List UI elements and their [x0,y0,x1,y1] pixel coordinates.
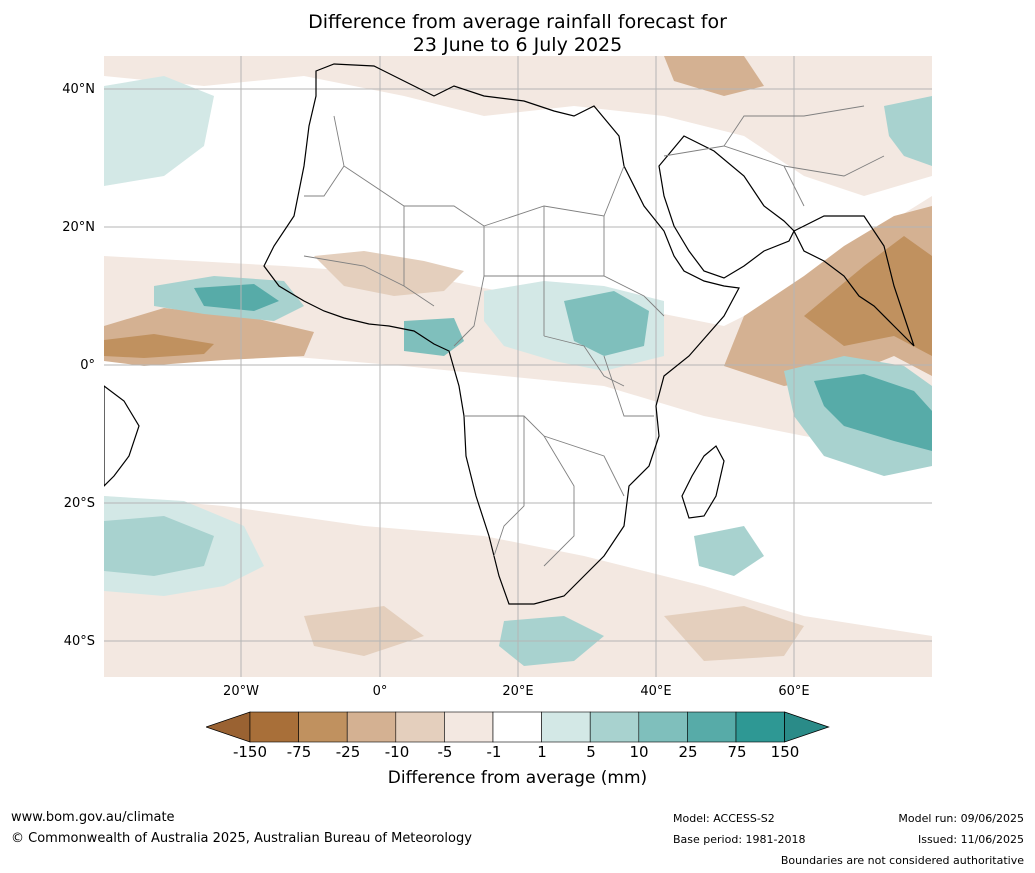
lat-label-40n: 40°N [62,82,95,97]
colorbar-tick-label: -75 [286,743,312,761]
footer-issued: Issued: 11/06/2025 [917,833,1024,846]
colorbar-tick-label: -10 [384,743,410,761]
colorbar-tick-label: 25 [678,743,698,761]
colorbar-segment [444,711,494,743]
colorbar-segment [298,711,348,743]
lon-label-20w: 20°W [223,684,259,699]
colorbar-tick-label: -5 [437,743,453,761]
colorbar-over-triangle [784,711,830,743]
lat-label-40s: 40°S [63,634,95,649]
lat-label-20s: 20°S [63,496,95,511]
country-borders [303,105,885,567]
colorbar-tick-label: -1 [486,743,502,761]
colorbar [206,711,830,743]
colorbar-segment [249,711,299,743]
lat-label-20n: 20°N [62,220,95,235]
colorbar-tick-label: -150 [232,743,268,761]
map-canvas [104,56,932,677]
lon-label-20e: 20°E [502,684,534,699]
map-title-line1: Difference from average rainfall forecas… [308,11,727,33]
footer-disclaimer: Boundaries are not considered authoritat… [780,854,1024,867]
wet-anomaly-fields [104,76,932,666]
footer-website: www.bom.gov.au/climate [11,810,175,825]
colorbar-tick-label: -25 [335,743,361,761]
colorbar-tick-label: 10 [629,743,649,761]
graticule [104,56,932,677]
lon-label-0: 0° [372,684,388,699]
colorbar-segment [735,711,785,743]
colorbar-segment [395,711,445,743]
lon-label-40e: 40°E [640,684,672,699]
footer-copyright: © Commonwealth of Australia 2025, Austra… [11,831,472,846]
colorbar-segment [346,711,397,743]
colorbar-tick-label: 150 [770,743,800,761]
colorbar-segment [589,711,640,743]
coastlines [104,63,915,605]
colorbar-segment [541,711,591,743]
colorbar-tick-label: 5 [586,743,596,761]
map-title-line2: 23 June to 6 July 2025 [412,34,623,56]
colorbar-segment [687,711,737,743]
colorbar-tick-label: 75 [727,743,747,761]
footer-model: Model: ACCESS-S2 [673,812,775,825]
colorbar-under-triangle [206,711,251,743]
colorbar-title: Difference from average (mm) [387,768,648,788]
rainfall-anomaly-map [104,56,932,677]
lon-label-60e: 60°E [778,684,810,699]
colorbar-segment [492,711,542,743]
colorbar-segment [638,711,688,743]
colorbar-tick-label: 1 [537,743,547,761]
footer-base-period: Base period: 1981-2018 [673,833,806,846]
lat-label-equator: 0° [80,358,95,373]
footer-model-run: Model run: 09/06/2025 [898,812,1024,825]
